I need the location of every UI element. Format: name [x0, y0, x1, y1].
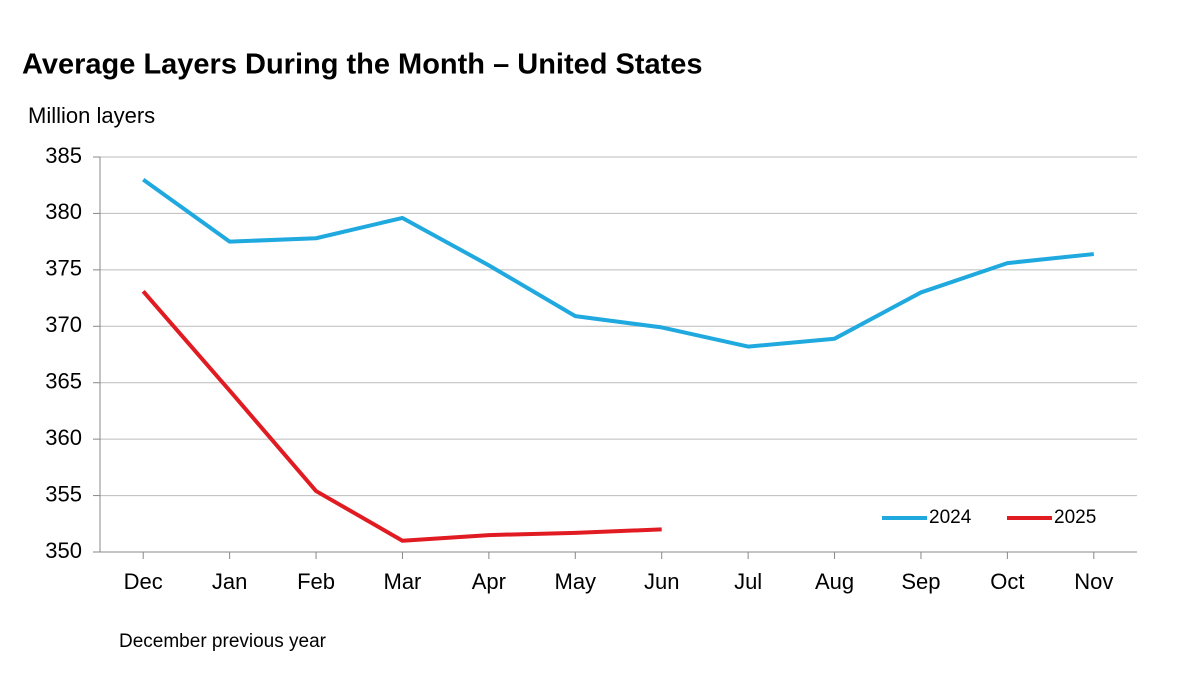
- y-tick-label: 350: [45, 538, 82, 563]
- x-tick-label: Jun: [644, 569, 679, 594]
- y-tick-label: 360: [45, 425, 82, 450]
- y-tick-label: 380: [45, 199, 82, 224]
- legend-label: 2024: [929, 507, 972, 528]
- x-tick-label: Mar: [384, 569, 422, 594]
- y-tick-label: 355: [45, 481, 82, 506]
- x-tick-label: Jan: [212, 569, 247, 594]
- y-axis-label: Million layers: [28, 103, 155, 128]
- x-tick-label: Aug: [815, 569, 854, 594]
- x-tick-label: Oct: [990, 569, 1024, 594]
- footnote: December previous year: [119, 631, 327, 652]
- x-tick-label: Jul: [734, 569, 762, 594]
- x-tick-label: Dec: [124, 569, 163, 594]
- x-tick-label: Nov: [1074, 569, 1113, 594]
- chart-title: Average Layers During the Month – United…: [22, 49, 703, 81]
- y-tick-label: 385: [45, 143, 82, 168]
- x-tick-label: Feb: [297, 569, 335, 594]
- series-line: [141, 289, 662, 543]
- x-tick-label: Apr: [472, 569, 506, 594]
- x-tick-label: May: [555, 569, 597, 594]
- y-tick-label: 370: [45, 312, 82, 337]
- y-tick-label: 375: [45, 256, 82, 281]
- series-line: [142, 177, 1094, 349]
- legend-label: 2025: [1054, 507, 1096, 528]
- y-tick-label: 365: [45, 369, 82, 394]
- x-tick-label: Sep: [901, 569, 940, 594]
